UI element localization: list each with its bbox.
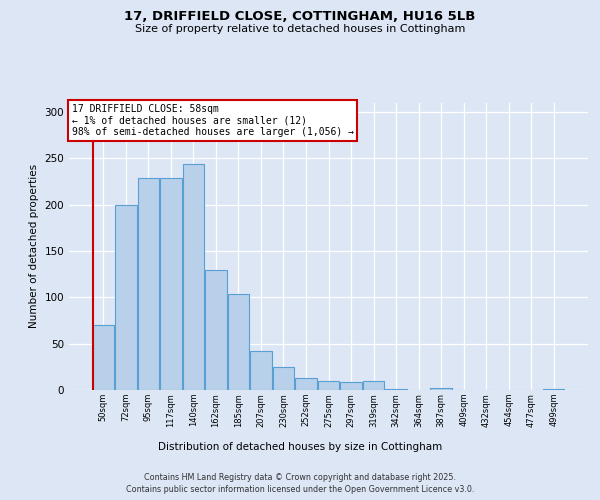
Bar xyxy=(92,325,114,390)
Bar xyxy=(137,178,159,390)
Text: Distribution of detached houses by size in Cottingham: Distribution of detached houses by size … xyxy=(158,442,442,452)
Text: Contains HM Land Registry data © Crown copyright and database right 2025.
Contai: Contains HM Land Registry data © Crown c… xyxy=(126,472,474,494)
Bar xyxy=(295,378,317,390)
Bar xyxy=(205,270,227,390)
Text: Size of property relative to detached houses in Cottingham: Size of property relative to detached ho… xyxy=(135,24,465,34)
Text: 17 DRIFFIELD CLOSE: 58sqm
← 1% of detached houses are smaller (12)
98% of semi-d: 17 DRIFFIELD CLOSE: 58sqm ← 1% of detach… xyxy=(71,104,353,137)
Bar xyxy=(115,206,137,390)
Y-axis label: Number of detached properties: Number of detached properties xyxy=(29,164,39,328)
Text: 17, DRIFFIELD CLOSE, COTTINGHAM, HU16 5LB: 17, DRIFFIELD CLOSE, COTTINGHAM, HU16 5L… xyxy=(124,10,476,23)
Bar xyxy=(543,389,565,390)
Bar xyxy=(273,367,294,390)
Bar xyxy=(160,178,182,390)
Bar xyxy=(250,351,272,390)
Bar xyxy=(430,388,452,390)
Bar xyxy=(318,380,339,390)
Bar xyxy=(228,294,249,390)
Bar xyxy=(340,382,362,390)
Bar xyxy=(182,164,204,390)
Bar xyxy=(385,389,407,390)
Bar xyxy=(363,380,384,390)
